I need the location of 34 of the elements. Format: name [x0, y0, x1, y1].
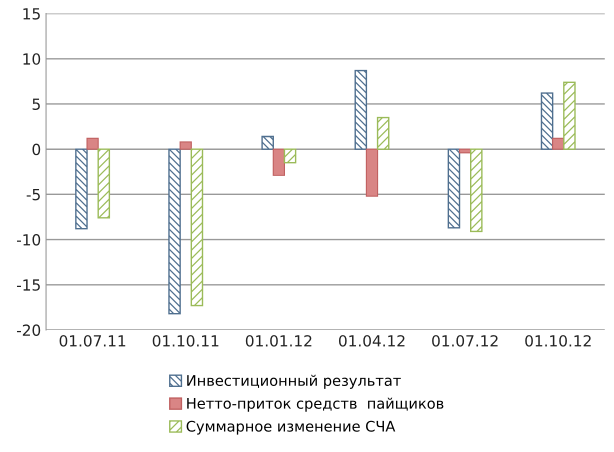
bar — [86, 138, 99, 150]
x-tick-label: 01.04.12 — [338, 335, 404, 347]
bar — [75, 148, 88, 230]
bar — [366, 148, 378, 197]
bar — [563, 82, 576, 150]
bar — [190, 148, 204, 306]
y-tick-label: 0 — [32, 144, 40, 156]
bar — [458, 148, 472, 154]
legend-label: Суммарное изменение СЧА — [186, 420, 396, 435]
x-tick-label: 01.10.11 — [152, 335, 218, 347]
y-tick-label: -10 — [16, 234, 40, 246]
bar — [261, 136, 274, 150]
bar — [354, 70, 368, 150]
x-tick-label: 01.01.12 — [246, 335, 312, 347]
y-tick-label: 10 — [23, 53, 40, 65]
bar — [168, 148, 181, 314]
legend-label: Нетто-приток средств пайщиков — [187, 398, 444, 412]
bar — [98, 148, 110, 219]
bar — [180, 141, 192, 150]
x-tick-label: 01.07.12 — [432, 335, 498, 347]
y-tick-label: -15 — [16, 279, 40, 291]
bar — [376, 116, 390, 150]
bar — [470, 148, 483, 232]
y-tick-label: 15 — [23, 8, 40, 20]
bar — [272, 148, 285, 176]
x-tick-label: 01.07.11 — [60, 335, 126, 347]
legend-label: Инвестиционный результат — [187, 374, 401, 389]
y-tick-label: -20 — [16, 324, 40, 336]
y-tick-label: -5 — [26, 189, 40, 200]
bar — [284, 148, 296, 164]
bar — [448, 148, 460, 229]
y-tick-label: 5 — [32, 98, 40, 110]
x-tick-label: 01.10.12 — [525, 335, 591, 347]
bar — [540, 92, 554, 150]
